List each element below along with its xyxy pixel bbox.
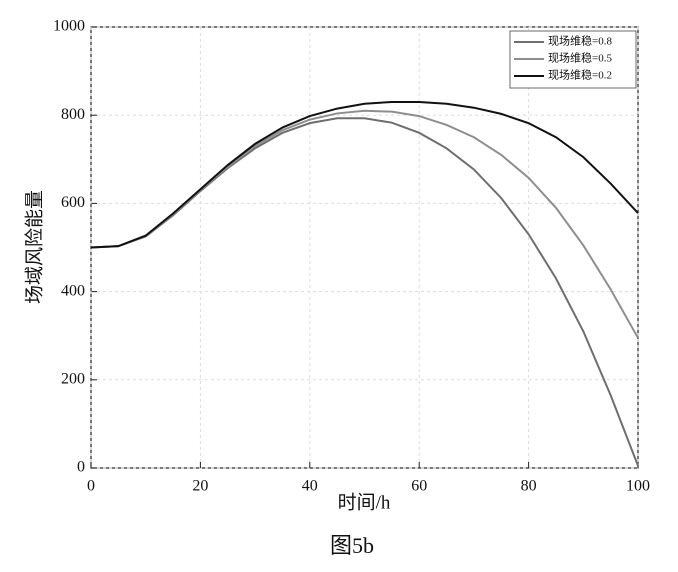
y-axis-label: 场域风险能量 [23,190,45,304]
chart-title: 图5b [330,533,374,558]
line-series [90,100,639,249]
y-tick-label: 400 [61,282,85,299]
x-tick-label: 0 [87,478,95,495]
x-tick-label: 20 [192,478,208,495]
y-tick-label: 1000 [53,18,85,35]
plot-frame [90,26,639,469]
y-tick-label: 0 [77,459,85,476]
y-tick-label: 800 [61,106,85,123]
x-tick-label: 80 [521,478,537,495]
line-series [90,109,639,339]
y-tick-label: 200 [61,370,85,387]
x-tick-label: 40 [302,478,318,495]
x-tick-label: 100 [626,478,650,495]
x-tick-label: 60 [411,478,427,495]
legend-label: 现场维稳=0.2 [548,68,612,82]
legend-label: 现场维稳=0.8 [548,34,612,48]
legend-label: 现场维稳=0.5 [548,51,612,65]
y-tick-label: 600 [61,194,85,211]
x-axis-label: 时间/h [338,491,391,513]
